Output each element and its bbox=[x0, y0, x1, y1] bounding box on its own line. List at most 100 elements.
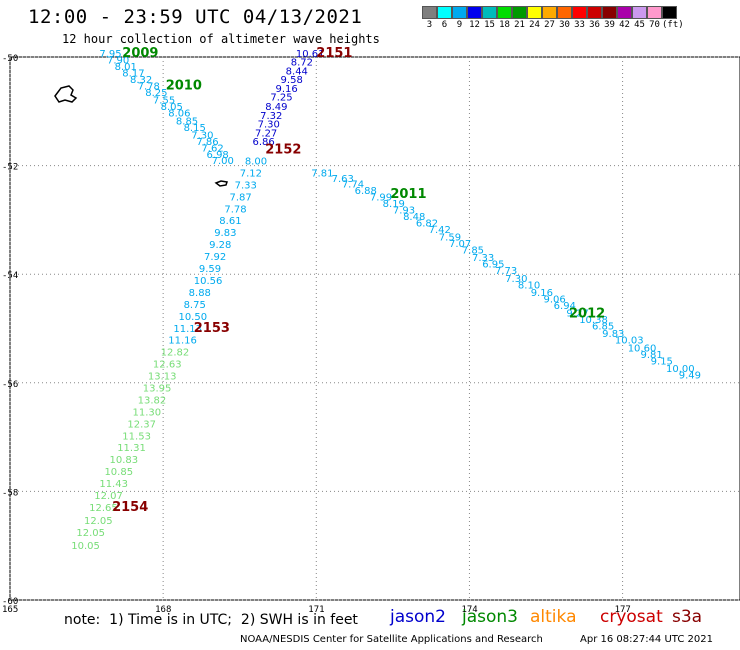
pass-time-label: 2151 bbox=[316, 46, 352, 61]
wave-height-value: 9.49 bbox=[679, 370, 701, 381]
wave-height-value: 8.49 bbox=[265, 102, 287, 113]
color-legend-label: 18 bbox=[499, 20, 510, 30]
wave-height-value: 12.37 bbox=[127, 419, 156, 430]
satellite-legend-item: cryosat bbox=[600, 607, 663, 627]
wave-height-value: 13.82 bbox=[138, 395, 167, 406]
lon-tick-label: 168 bbox=[155, 605, 171, 615]
wave-height-value: 7.55 bbox=[153, 96, 175, 107]
color-swatch bbox=[512, 6, 527, 19]
pass-time-label: 2152 bbox=[265, 143, 301, 158]
lat-tick-label: -56 bbox=[2, 380, 18, 390]
footer-credit: NOAA/NESDIS Center for Satellite Applica… bbox=[240, 634, 543, 645]
wave-height-value: 7.74 bbox=[342, 179, 364, 190]
wave-height-value: 7.30 bbox=[505, 274, 527, 285]
color-legend-label: 27 bbox=[544, 20, 555, 30]
color-swatch bbox=[557, 6, 572, 19]
wave-height-value: 9.58 bbox=[281, 75, 303, 86]
wave-height-value: 10.00 bbox=[666, 364, 695, 375]
wave-height-value: 8.32 bbox=[130, 75, 152, 86]
lon-tick-label: 165 bbox=[2, 605, 18, 615]
color-legend-label: (ft) bbox=[662, 20, 684, 30]
wave-height-value: 8.00 bbox=[245, 157, 267, 168]
wave-height-value: 9.06 bbox=[543, 294, 565, 305]
wave-height-value: 11.16 bbox=[168, 336, 197, 347]
wave-height-value: 6.95 bbox=[482, 260, 504, 271]
wave-height-value: 11.30 bbox=[133, 407, 162, 418]
wave-height-value: 8.06 bbox=[168, 109, 190, 120]
satellite-legend-item: s3a bbox=[672, 607, 703, 627]
color-swatch bbox=[542, 6, 557, 19]
color-legend-label: 39 bbox=[604, 20, 615, 30]
color-swatch bbox=[482, 6, 497, 19]
wave-height-value: 7.99 bbox=[370, 192, 392, 203]
wave-height-value: 8.05 bbox=[161, 102, 183, 113]
wave-height-value: 8.88 bbox=[189, 288, 211, 299]
pass-time-label: 2011 bbox=[390, 187, 426, 202]
wave-height-value: 7.27 bbox=[255, 128, 277, 139]
wave-height-value: 10.38 bbox=[579, 315, 608, 326]
wave-height-value: 9.28 bbox=[209, 240, 231, 251]
color-swatch bbox=[632, 6, 647, 19]
wave-height-value: 9.83 bbox=[602, 329, 624, 340]
wave-height-value: 8.44 bbox=[286, 66, 308, 77]
map-frame bbox=[9, 56, 740, 601]
wave-height-value: 10.60 bbox=[628, 343, 657, 354]
wave-height-value: 11.43 bbox=[99, 479, 128, 490]
satellite-legend-item: jason2 bbox=[390, 607, 446, 627]
color-legend-label: 6 bbox=[441, 20, 448, 30]
wave-height-value: 7.33 bbox=[235, 180, 257, 191]
pass-time-label: 2153 bbox=[194, 321, 230, 336]
wave-height-value: 12.65 bbox=[89, 503, 118, 514]
color-swatch bbox=[527, 6, 542, 19]
wave-height-value: 7.63 bbox=[332, 174, 354, 185]
wave-height-value: 7.81 bbox=[311, 168, 333, 179]
wave-height-value: 7.59 bbox=[439, 233, 461, 244]
wave-height-value: 6.88 bbox=[355, 186, 377, 197]
color-legend-label: 15 bbox=[484, 20, 495, 30]
wave-height-value: 7.30 bbox=[191, 130, 213, 141]
wave-height-value: 8.15 bbox=[184, 123, 206, 134]
units-note: note: 1) Time is in UTC; 2) SWH is in fe… bbox=[64, 612, 358, 628]
wave-height-value: 11.31 bbox=[117, 443, 146, 454]
wave-height-value: 8.48 bbox=[403, 212, 425, 223]
wave-height-value: 7.42 bbox=[429, 225, 451, 236]
wave-height-value: 12.07 bbox=[94, 491, 123, 502]
color-legend-label: 21 bbox=[514, 20, 525, 30]
wave-height-value: 13.13 bbox=[148, 372, 177, 383]
wave-height-value: 7.00 bbox=[212, 156, 234, 167]
satellite-legend-item: jason3 bbox=[462, 607, 518, 627]
color-swatch bbox=[452, 6, 467, 19]
wave-height-value: 7.90 bbox=[107, 56, 129, 67]
color-swatch bbox=[467, 6, 482, 19]
wave-height-value: 7.86 bbox=[196, 137, 218, 148]
wave-height-value: 6.86 bbox=[252, 137, 274, 148]
wave-height-value: 10.05 bbox=[71, 541, 100, 552]
wave-height-value: 7.73 bbox=[495, 266, 517, 277]
color-legend-label: 45 bbox=[634, 20, 645, 30]
wave-height-value: 8.85 bbox=[176, 116, 198, 127]
wave-height-value: 9.16 bbox=[531, 288, 553, 299]
color-swatch bbox=[662, 6, 677, 19]
wave-height-value: 13.95 bbox=[143, 383, 172, 394]
lat-tick-label: -52 bbox=[2, 163, 18, 173]
color-legend-label: 30 bbox=[559, 20, 570, 30]
wave-height-value: 10.85 bbox=[104, 467, 133, 478]
wave-height-value: 7.25 bbox=[270, 92, 292, 103]
wave-height-value: 7.32 bbox=[260, 111, 282, 122]
wave-height-value: 7.85 bbox=[462, 246, 484, 257]
wave-height-value: 7.07 bbox=[449, 239, 471, 250]
wave-height-value: 7.78 bbox=[224, 204, 246, 215]
footer-timestamp: Apr 16 08:27:44 UTC 2021 bbox=[580, 634, 713, 645]
wave-height-value: 10.83 bbox=[110, 455, 139, 466]
color-swatch bbox=[647, 6, 662, 19]
wave-height-value: 7.78 bbox=[138, 82, 160, 93]
wave-height-value: 7.95 bbox=[99, 49, 121, 60]
island-shape bbox=[214, 180, 228, 187]
page-subtitle: 12 hour collection of altimeter wave hei… bbox=[62, 32, 380, 46]
color-legend-label: 12 bbox=[469, 20, 480, 30]
pass-time-label: 2012 bbox=[569, 307, 605, 322]
wave-height-value: 9.16 bbox=[275, 84, 297, 95]
wave-height-value: 6.82 bbox=[416, 218, 438, 229]
wave-height-value: 12.82 bbox=[161, 348, 190, 359]
